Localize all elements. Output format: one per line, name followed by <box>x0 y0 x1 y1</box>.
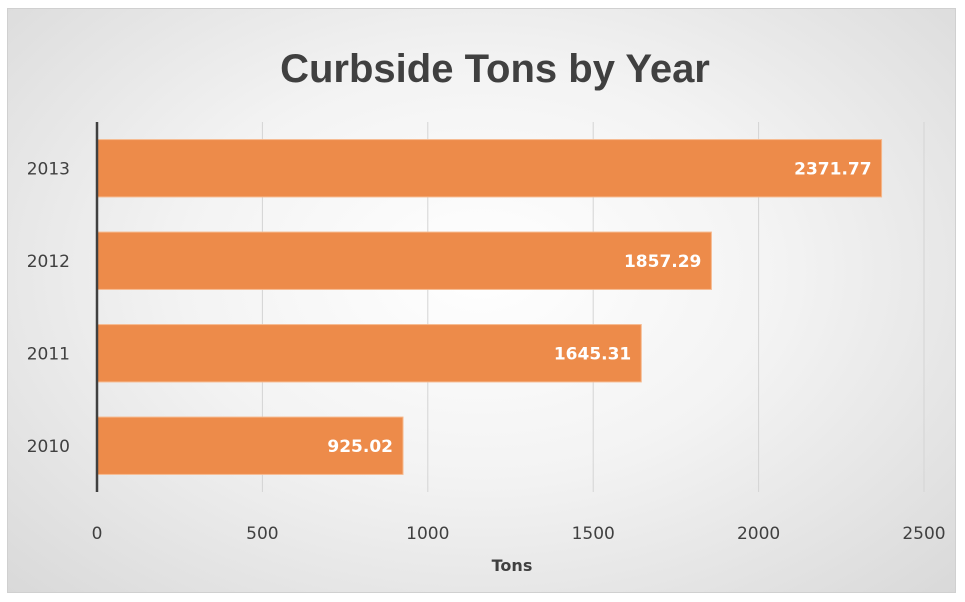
y-tick-label: 2012 <box>27 252 70 272</box>
x-tick-label: 1000 <box>406 524 449 544</box>
data-label: 1857.29 <box>624 252 701 272</box>
data-label: 2371.77 <box>794 159 871 179</box>
bar-2012 <box>96 231 712 290</box>
y-axis-ticks: 2010 2011 2012 2013 <box>27 159 70 457</box>
y-tick-label: 2010 <box>27 437 70 457</box>
x-tick-label: 1500 <box>572 524 615 544</box>
y-tick-label: 2013 <box>27 159 70 179</box>
x-tick-label: 0 <box>92 524 103 544</box>
data-label: 1645.31 <box>554 344 631 364</box>
x-axis-ticks: 0 500 1000 1500 2000 2500 <box>92 524 946 544</box>
y-tick-label: 2011 <box>27 344 70 364</box>
chart-title: Curbside Tons by Year <box>280 47 710 91</box>
bar-2010 <box>96 416 404 475</box>
x-axis-title: Tons <box>492 556 533 575</box>
data-label: 925.02 <box>327 437 393 457</box>
bars <box>96 139 883 475</box>
data-labels: 925.02 1645.31 1857.29 2371.77 <box>327 159 871 457</box>
chart-area: 925.02 1645.31 1857.29 2371.77 2010 2011 2012… <box>7 8 956 593</box>
x-tick-label: 2000 <box>737 524 780 544</box>
x-tick-label: 2500 <box>902 524 945 544</box>
bar-2013 <box>96 139 883 198</box>
bar-chart: 925.02 1645.31 1857.29 2371.77 2010 2011 2012… <box>27 47 946 575</box>
x-tick-label: 500 <box>246 524 278 544</box>
